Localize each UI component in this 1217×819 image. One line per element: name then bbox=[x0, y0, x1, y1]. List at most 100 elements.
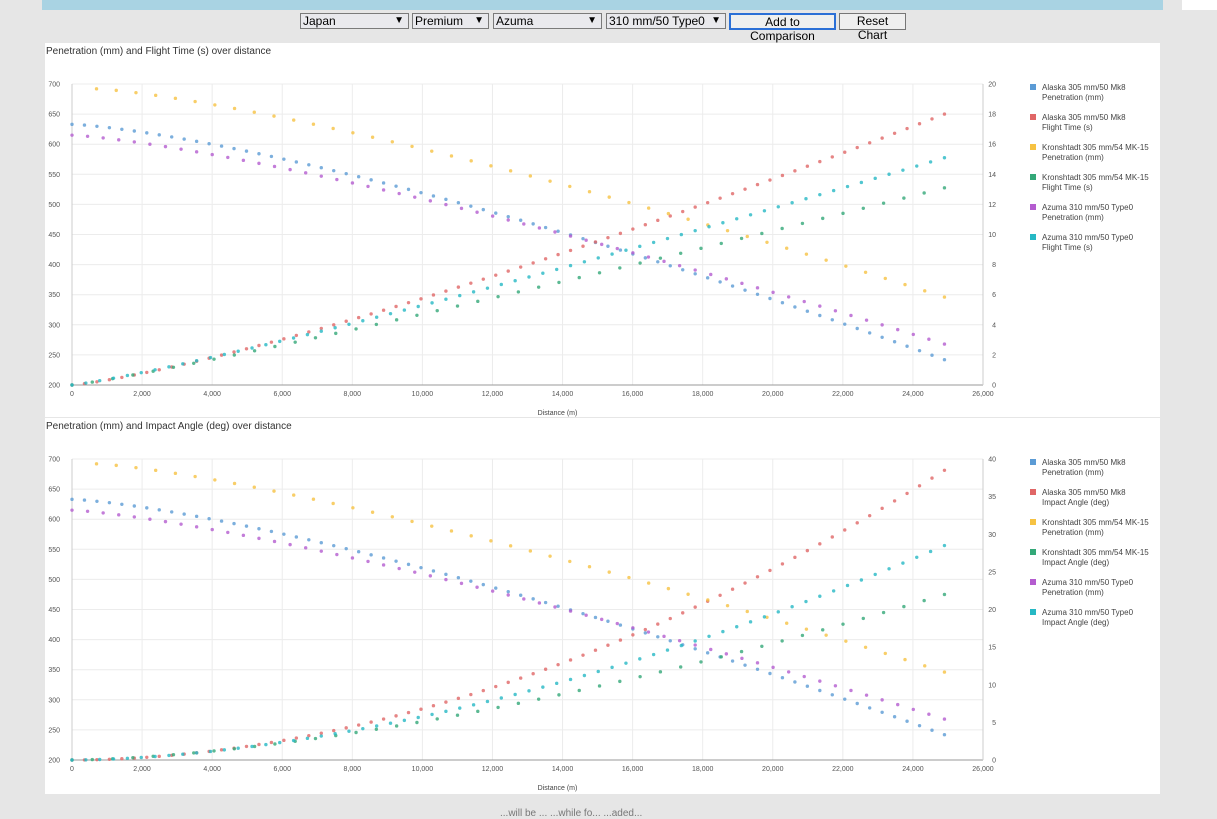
data-point bbox=[222, 748, 227, 752]
data-point bbox=[725, 603, 730, 608]
data-point bbox=[668, 616, 672, 621]
data-point bbox=[771, 665, 775, 670]
data-point bbox=[880, 335, 884, 340]
data-point bbox=[915, 164, 919, 168]
data-point bbox=[374, 315, 379, 319]
data-point bbox=[867, 331, 872, 335]
data-point bbox=[153, 93, 158, 98]
data-point bbox=[506, 218, 510, 222]
data-point bbox=[95, 124, 99, 128]
legend-label: Kronshtadt 305 mm/54 MK-15 Flight Time (s… bbox=[1042, 173, 1149, 192]
data-point bbox=[833, 684, 838, 688]
data-point bbox=[804, 599, 808, 604]
series-2 bbox=[94, 87, 947, 299]
data-point bbox=[163, 144, 168, 149]
nation-select[interactable]: Japan ▼ bbox=[300, 13, 409, 29]
data-point bbox=[241, 533, 246, 538]
data-point bbox=[219, 748, 224, 752]
data-point bbox=[444, 572, 448, 577]
data-point bbox=[527, 689, 531, 693]
data-point bbox=[582, 673, 587, 678]
reset-chart-button[interactable]: Reset Chart bbox=[839, 13, 906, 42]
data-point bbox=[922, 598, 926, 603]
data-point bbox=[347, 729, 351, 733]
data-point bbox=[269, 154, 274, 159]
data-point bbox=[699, 660, 703, 664]
ship-select[interactable]: Azuma ▼ bbox=[493, 13, 602, 29]
data-point bbox=[513, 279, 517, 283]
data-point bbox=[930, 728, 934, 732]
data-point bbox=[780, 639, 784, 643]
data-point bbox=[930, 117, 934, 121]
data-point bbox=[582, 260, 587, 264]
data-point bbox=[107, 378, 112, 382]
data-point bbox=[506, 214, 510, 219]
legend-label-line: Impact Angle (deg) bbox=[1042, 558, 1109, 567]
data-point bbox=[627, 575, 631, 580]
data-point bbox=[430, 301, 434, 305]
data-point bbox=[863, 645, 868, 649]
data-point bbox=[896, 702, 900, 707]
legend-swatch bbox=[1030, 174, 1036, 180]
data-point bbox=[942, 468, 947, 472]
legend-label-line: Impact Angle (deg) bbox=[1042, 618, 1109, 627]
data-point bbox=[145, 131, 149, 135]
data-point bbox=[768, 671, 772, 676]
gun-select[interactable]: 310 mm/50 Type0 ▼ bbox=[606, 13, 726, 29]
header-corner bbox=[1182, 0, 1217, 10]
data-point bbox=[370, 135, 375, 139]
data-point bbox=[855, 521, 859, 525]
x-tick-label: 12,000 bbox=[482, 391, 504, 398]
data-point bbox=[841, 211, 845, 216]
legend-swatch bbox=[1030, 234, 1036, 240]
data-point bbox=[241, 158, 246, 163]
data-point bbox=[513, 692, 517, 697]
data-point bbox=[303, 546, 308, 550]
y-right-tick-label: 40 bbox=[988, 457, 996, 464]
data-point bbox=[631, 227, 635, 231]
legend-label-line: Kronshtadt 305 mm/54 MK-15 bbox=[1042, 143, 1149, 152]
legend-label: Kronshtadt 305 mm/54 MK-15 Impact Angle (… bbox=[1042, 548, 1149, 567]
data-point bbox=[618, 623, 623, 627]
data-point bbox=[381, 188, 386, 192]
data-point bbox=[194, 150, 199, 154]
data-point bbox=[780, 301, 785, 305]
data-point bbox=[719, 655, 723, 659]
data-point bbox=[455, 713, 460, 717]
data-point bbox=[606, 244, 610, 248]
data-point bbox=[596, 256, 600, 260]
data-point bbox=[554, 681, 559, 686]
data-point bbox=[101, 511, 105, 515]
data-point bbox=[219, 144, 224, 148]
data-point bbox=[681, 268, 685, 272]
data-point bbox=[182, 512, 186, 516]
data-point bbox=[419, 190, 423, 195]
data-point bbox=[494, 273, 498, 277]
data-point bbox=[430, 712, 434, 717]
data-point bbox=[236, 746, 240, 750]
data-point bbox=[366, 559, 370, 564]
legend-swatch bbox=[1030, 579, 1036, 585]
data-point bbox=[843, 697, 847, 701]
data-point bbox=[332, 168, 336, 173]
y-right-tick-label: 20 bbox=[988, 607, 996, 614]
data-point bbox=[942, 717, 947, 721]
type-select[interactable]: Premium ▼ bbox=[412, 13, 489, 29]
y-left-tick-label: 400 bbox=[48, 637, 60, 644]
data-point bbox=[232, 747, 237, 751]
data-point bbox=[95, 757, 99, 762]
data-point bbox=[745, 234, 749, 239]
add-to-comparison-button[interactable]: Add to Comparison bbox=[729, 13, 836, 43]
legend-label-line: Azuma 310 mm/50 Type0 bbox=[1042, 578, 1134, 587]
data-point bbox=[390, 515, 395, 519]
data-point bbox=[131, 373, 135, 377]
data-point bbox=[607, 195, 611, 199]
data-point bbox=[780, 562, 785, 566]
data-point bbox=[730, 659, 735, 663]
data-point bbox=[859, 180, 864, 185]
data-point bbox=[587, 190, 592, 194]
data-point bbox=[294, 736, 299, 740]
data-point bbox=[208, 749, 213, 754]
data-point bbox=[735, 217, 739, 221]
data-point bbox=[830, 693, 834, 697]
